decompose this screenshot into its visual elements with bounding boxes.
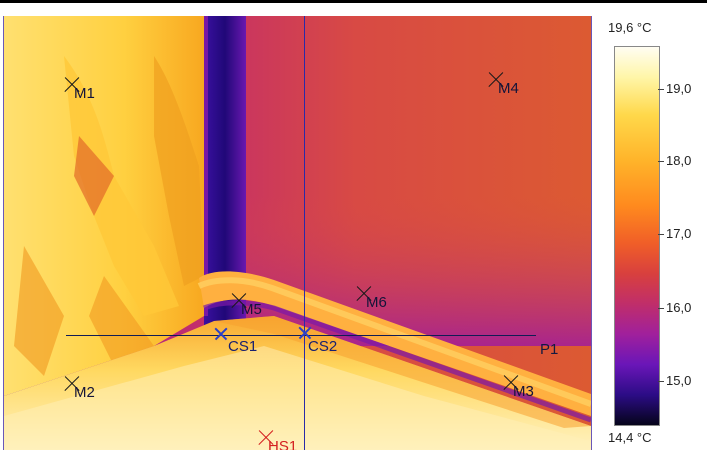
- profile-p1-label: P1: [540, 341, 559, 358]
- cursor-cs2-label: CS2: [308, 338, 338, 355]
- scale-min-label: 14,4 °C: [608, 430, 652, 445]
- scale-tick: [658, 308, 664, 309]
- marker-label: HS1: [268, 438, 298, 450]
- marker-label: M5: [241, 301, 262, 318]
- scale-max-label: 19,6 °C: [608, 20, 652, 35]
- scale-tick: [658, 381, 664, 382]
- scale-tick-label: 15,0: [666, 373, 692, 388]
- scale-tick-label: 18,0: [666, 153, 692, 168]
- cursor-line-vertical[interactable]: [304, 16, 306, 450]
- marker-label: M2: [74, 384, 95, 401]
- color-scale-bar: [614, 46, 660, 426]
- scale-tick: [658, 234, 664, 235]
- marker-label: M6: [366, 294, 387, 311]
- thermal-image-graphic: [4, 16, 591, 450]
- thermal-image[interactable]: M1 M2 M3 M4 M5 M6 HS1 CS1 CS2 P1: [3, 16, 592, 450]
- cursor-cs1-label: CS1: [228, 338, 258, 355]
- scale-tick-label: 19,0: [666, 81, 692, 96]
- scale-tick: [658, 89, 664, 90]
- scale-tick-label: 17,0: [666, 226, 692, 241]
- cursor-cs1-icon[interactable]: [214, 327, 228, 341]
- marker-label: M4: [498, 80, 519, 97]
- scale-tick-label: 16,0: [666, 300, 692, 315]
- top-rule: [0, 0, 707, 3]
- scale-tick: [658, 161, 664, 162]
- marker-label: M1: [74, 85, 95, 102]
- marker-label: M3: [513, 383, 534, 400]
